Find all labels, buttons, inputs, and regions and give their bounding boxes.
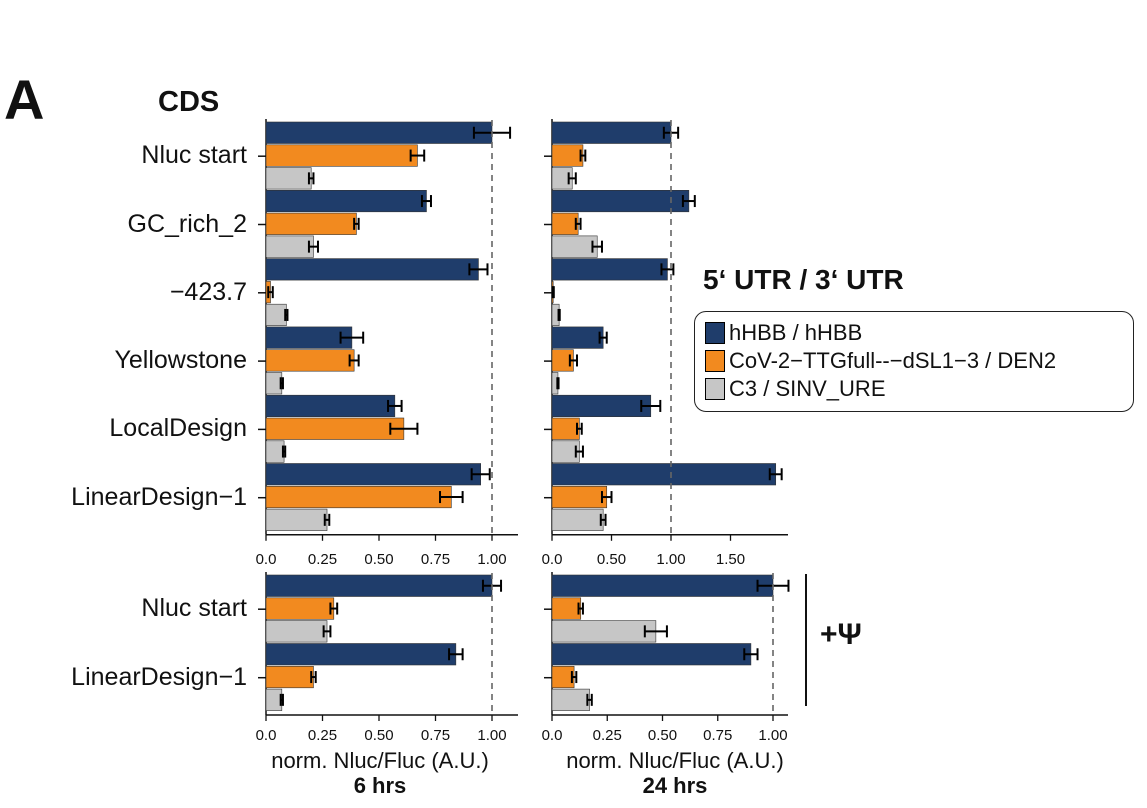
x-tick-label: 0.75 (703, 727, 732, 744)
panel-letter: A (4, 68, 45, 131)
bar (551, 190, 690, 213)
bar (265, 508, 328, 531)
legend-item: C3 / SINV_URE (705, 376, 886, 401)
legend-swatch (705, 350, 725, 372)
bar (551, 574, 774, 597)
time-label-24h: 24 hrs (642, 773, 708, 798)
bar (551, 121, 672, 144)
bar (265, 167, 312, 190)
x-tick-label: 0.25 (308, 727, 337, 744)
x-tick-label: 0.0 (256, 551, 277, 568)
bar (265, 258, 479, 281)
x-tick-label: 1.00 (477, 551, 506, 568)
bar (551, 665, 575, 689)
bar (551, 463, 777, 486)
legend-label: CoV-2−TTGfull--−dSL1−3 / DEN2 (729, 348, 1057, 373)
legend: hHBB / hHBB CoV-2−TTGfull--−dSL1−3 / DEN… (694, 311, 1134, 412)
x-axis-label-6h: norm. Nluc/Fluc (A.U.) (271, 748, 489, 773)
x-tick-label: 0.75 (421, 727, 450, 744)
bar (551, 688, 590, 711)
x-tick-label: 0.0 (542, 727, 563, 744)
time-label-6h: 6 hrs (353, 773, 407, 798)
bar (551, 144, 584, 167)
x-tick-label: 1.00 (477, 727, 506, 744)
x-tick-label: 1.00 (758, 727, 787, 744)
bar (551, 620, 657, 643)
bar (265, 303, 287, 327)
x-tick-label: 0.0 (256, 727, 277, 744)
bar (551, 212, 579, 235)
x-tick-label: 0.50 (597, 551, 626, 568)
bar (265, 144, 418, 167)
bar (551, 394, 652, 418)
legend-item: CoV-2−TTGfull--−dSL1−3 / DEN2 (705, 348, 1057, 373)
x-tick-label: 0.50 (364, 551, 393, 568)
bar (551, 326, 604, 349)
bar (551, 485, 608, 509)
category-label: LinearDesign−1 (71, 482, 247, 511)
x-tick-label: 1.00 (656, 551, 685, 568)
bar (265, 574, 493, 597)
bar (265, 121, 493, 144)
bar (265, 597, 335, 620)
bar (265, 372, 283, 395)
x-tick-label: 0.75 (421, 551, 450, 568)
bar (265, 394, 396, 418)
category-label: −423.7 (169, 277, 247, 306)
x-tick-label: 0.0 (542, 551, 563, 568)
bar (265, 643, 457, 666)
bar (265, 417, 405, 440)
legend-item: hHBB / hHBB (705, 320, 863, 345)
bar (551, 508, 604, 531)
x-axis-label-24h: norm. Nluc/Fluc (A.U.) (566, 748, 784, 773)
bar (265, 212, 357, 235)
x-tick-label: 0.25 (308, 551, 337, 568)
cds-title: CDS (158, 86, 220, 118)
bar (265, 190, 427, 213)
bar (265, 235, 314, 258)
bar (265, 665, 314, 689)
bar (265, 326, 353, 349)
legend-label: hHBB / hHBB (729, 320, 863, 345)
bar (551, 417, 580, 440)
legend-label: C3 / SINV_URE (729, 376, 886, 401)
bar (265, 440, 285, 463)
psi-label: +Ψ (820, 618, 862, 651)
bar (265, 485, 452, 509)
legend-swatch (705, 322, 725, 344)
x-tick-label: 0.50 (364, 727, 393, 744)
bar (265, 349, 355, 372)
category-label: Yellowstone (114, 346, 247, 375)
category-label: LinearDesign−1 (71, 662, 247, 691)
bar (265, 688, 283, 711)
bar (551, 235, 598, 258)
legend-swatch (705, 378, 725, 400)
bar (551, 597, 582, 620)
category-label: LocalDesign (109, 414, 247, 443)
utr-title: 5‘ UTR / 3‘ UTR (703, 264, 904, 295)
category-label: Nluc start (141, 594, 247, 623)
x-tick-label: 1.50 (716, 551, 745, 568)
bar (265, 463, 481, 486)
bar (265, 620, 328, 643)
x-tick-label: 0.25 (593, 727, 622, 744)
category-label: GC_rich_2 (127, 209, 248, 238)
bar (551, 643, 752, 666)
category-label: Nluc start (141, 141, 247, 170)
x-tick-label: 0.50 (648, 727, 677, 744)
bar (551, 258, 668, 281)
